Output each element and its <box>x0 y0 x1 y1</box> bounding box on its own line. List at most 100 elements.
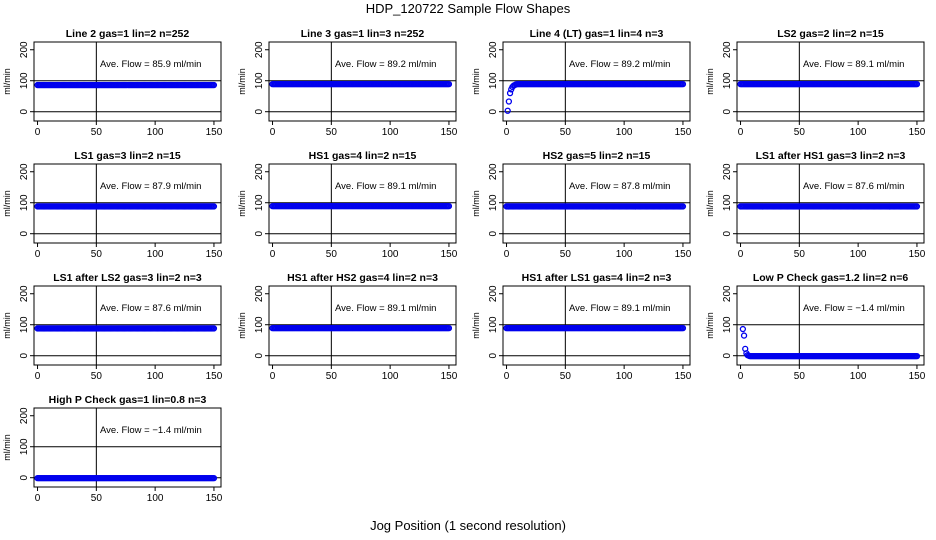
page-title: HDP_120722 Sample Flow Shapes <box>365 1 571 16</box>
x-tick-label: 100 <box>382 127 399 138</box>
x-tick-label: 0 <box>738 371 744 382</box>
x-tick-label: 150 <box>441 249 458 260</box>
y-tick-label: 100 <box>488 72 499 89</box>
panel-8: 0 50 100 150 0 100 200 ml/min LS1 after HS1 gas=… <box>705 150 926 260</box>
data-point <box>210 474 218 482</box>
x-tick-label: 0 <box>738 249 744 260</box>
y-tick-label: 200 <box>488 41 499 58</box>
x-tick-label: 50 <box>794 127 806 138</box>
x-tick-label: 150 <box>441 371 458 382</box>
panel-title: Line 4 (LT) gas=1 lin=4 n=3 <box>530 28 664 40</box>
y-tick-label: 0 <box>722 230 733 236</box>
y-axis-label: ml/min <box>2 434 12 461</box>
x-tick-label: 100 <box>147 371 164 382</box>
y-axis-label: ml/min <box>237 312 247 339</box>
x-tick-label: 50 <box>91 127 103 138</box>
data-point <box>739 325 747 333</box>
average-flow-label: Ave. Flow = −1.4 ml/min <box>100 425 202 436</box>
plot-frame <box>33 163 222 244</box>
plot-frame <box>268 41 457 122</box>
panel-13: 0 50 100 150 0 100 200 ml/min High P Check gas=1… <box>2 394 223 504</box>
average-flow-label: Ave. Flow = 89.2 ml/min <box>335 59 436 70</box>
x-tick-label: 150 <box>909 371 926 382</box>
x-tick-label: 100 <box>616 371 633 382</box>
data-point <box>506 89 514 97</box>
data-point <box>210 203 218 210</box>
panel-10: 0 50 100 150 0 100 200 ml/min HS1 after HS2 gas=… <box>237 272 458 382</box>
y-tick-label: 0 <box>722 352 733 358</box>
y-tick-label: 0 <box>19 108 30 114</box>
x-tick-label: 100 <box>850 249 867 260</box>
y-tick-label: 0 <box>19 474 30 480</box>
y-tick-label: 100 <box>19 316 30 333</box>
x-tick-label: 0 <box>270 249 276 260</box>
y-tick-label: 100 <box>19 72 30 89</box>
plot-frame <box>736 285 925 366</box>
plot-frame <box>502 285 691 366</box>
plot-frame <box>33 285 222 366</box>
plot-frame <box>268 163 457 244</box>
data-point <box>504 107 511 114</box>
x-tick-label: 150 <box>909 249 926 260</box>
x-tick-label: 100 <box>147 127 164 138</box>
y-tick-label: 200 <box>19 41 30 58</box>
x-tick-label: 150 <box>909 127 926 138</box>
panel-title: Line 3 gas=1 lin=3 n=252 <box>301 28 425 40</box>
average-flow-label: Ave. Flow = 89.1 ml/min <box>335 181 436 192</box>
y-tick-label: 0 <box>722 108 733 114</box>
data-point <box>913 352 921 360</box>
y-axis-label: ml/min <box>471 312 481 339</box>
x-tick-label: 150 <box>675 249 692 260</box>
x-tick-label: 0 <box>35 249 41 260</box>
panel-6: 0 50 100 150 0 100 200 ml/min HS1 gas=4 lin=2 n=… <box>237 150 458 260</box>
y-tick-label: 100 <box>254 72 265 89</box>
panel-4: 0 50 100 150 0 100 200 ml/min LS2 gas=2 lin=2 n=… <box>705 28 926 138</box>
y-tick-label: 0 <box>254 108 265 114</box>
average-flow-label: Ave. Flow = 89.1 ml/min <box>569 303 670 314</box>
x-tick-label: 150 <box>441 127 458 138</box>
average-flow-label: Ave. Flow = 87.8 ml/min <box>569 181 670 192</box>
y-tick-label: 0 <box>488 352 499 358</box>
panel-9: 0 50 100 150 0 100 200 ml/min LS1 after LS2 gas=… <box>2 272 223 382</box>
x-tick-label: 50 <box>560 249 572 260</box>
average-flow-label: Ave. Flow = 85.9 ml/min <box>100 59 201 70</box>
x-tick-label: 0 <box>35 127 41 138</box>
y-tick-label: 200 <box>19 285 30 302</box>
y-axis-label: ml/min <box>2 190 12 217</box>
x-tick-label: 100 <box>147 249 164 260</box>
y-tick-label: 100 <box>722 316 733 333</box>
y-tick-label: 0 <box>488 230 499 236</box>
panel-title: Low P Check gas=1.2 lin=2 n=6 <box>753 272 908 284</box>
data-point <box>913 203 921 210</box>
plot-frame <box>736 163 925 244</box>
x-tick-label: 150 <box>206 127 223 138</box>
x-tick-label: 0 <box>504 249 510 260</box>
x-tick-label: 50 <box>91 371 103 382</box>
x-tick-label: 0 <box>504 127 510 138</box>
x-tick-label: 50 <box>326 371 338 382</box>
panel-title: LS2 gas=2 lin=2 n=15 <box>777 28 884 40</box>
y-tick-label: 0 <box>254 352 265 358</box>
y-tick-label: 200 <box>488 285 499 302</box>
data-point <box>445 202 453 210</box>
y-tick-label: 0 <box>19 230 30 236</box>
x-tick-label: 100 <box>382 249 399 260</box>
y-tick-label: 100 <box>19 194 30 211</box>
average-flow-label: Ave. Flow = 89.1 ml/min <box>803 59 904 70</box>
panel-title: HS1 after HS2 gas=4 lin=2 n=3 <box>287 272 438 284</box>
y-axis-label: ml/min <box>705 68 715 95</box>
x-tick-label: 150 <box>206 249 223 260</box>
y-tick-label: 100 <box>722 72 733 89</box>
x-tick-label: 100 <box>616 127 633 138</box>
y-tick-label: 200 <box>488 163 499 180</box>
x-axis-caption: Jog Position (1 second resolution) <box>370 518 566 533</box>
y-tick-label: 100 <box>488 316 499 333</box>
panel-1: 0 50 100 150 0 100 200 ml/min Line 2 gas=1 lin=2… <box>2 28 223 138</box>
y-tick-label: 0 <box>488 108 499 114</box>
data-point <box>679 324 687 332</box>
panel-11: 0 50 100 150 0 100 200 ml/min HS1 after LS1 gas=… <box>471 272 692 382</box>
x-tick-label: 150 <box>675 371 692 382</box>
x-tick-label: 0 <box>35 371 41 382</box>
y-axis-label: ml/min <box>2 312 12 339</box>
x-tick-label: 50 <box>794 249 806 260</box>
